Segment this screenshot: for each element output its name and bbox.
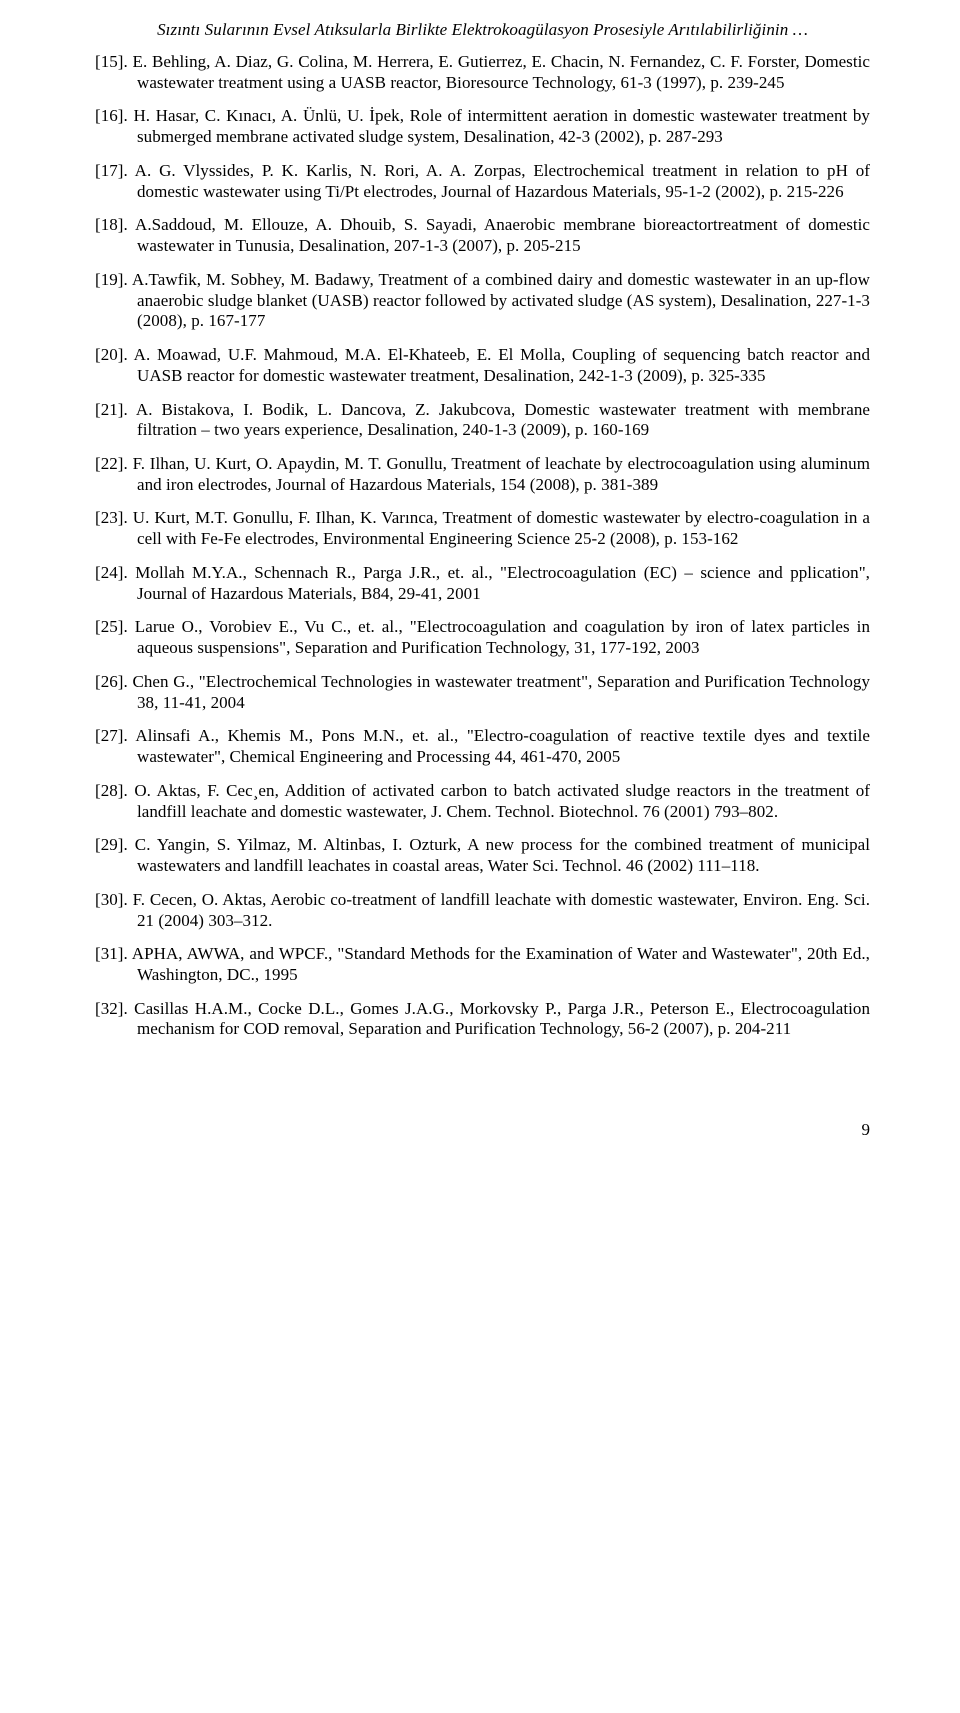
reference-item: [29]. C. Yangin, S. Yilmaz, M. Altinbas,…	[95, 835, 870, 876]
reference-item: [27]. Alinsafi A., Khemis M., Pons M.N.,…	[95, 726, 870, 767]
reference-item: [18]. A.Saddoud, M. Ellouze, A. Dhouib, …	[95, 215, 870, 256]
reference-item: [30]. F. Cecen, O. Aktas, Aerobic co-tre…	[95, 890, 870, 931]
reference-item: [15]. E. Behling, A. Diaz, G. Colina, M.…	[95, 52, 870, 93]
reference-item: [23]. U. Kurt, M.T. Gonullu, F. Ilhan, K…	[95, 508, 870, 549]
reference-item: [21]. A. Bistakova, I. Bodik, L. Dancova…	[95, 400, 870, 441]
page-container: Sızıntı Sularının Evsel Atıksularla Birl…	[0, 0, 960, 1180]
reference-item: [20]. A. Moawad, U.F. Mahmoud, M.A. El-K…	[95, 345, 870, 386]
reference-item: [32]. Casillas H.A.M., Cocke D.L., Gomes…	[95, 999, 870, 1040]
page-number: 9	[95, 1120, 870, 1140]
reference-item: [24]. Mollah M.Y.A., Schennach R., Parga…	[95, 563, 870, 604]
reference-item: [19]. A.Tawfik, M. Sobhey, M. Badawy, Tr…	[95, 270, 870, 332]
reference-item: [16]. H. Hasar, C. Kınacı, A. Ünlü, U. İ…	[95, 106, 870, 147]
reference-item: [26]. Chen G., "Electrochemical Technolo…	[95, 672, 870, 713]
reference-item: [17]. A. G. Vlyssides, P. K. Karlis, N. …	[95, 161, 870, 202]
reference-item: [22]. F. Ilhan, U. Kurt, O. Apaydin, M. …	[95, 454, 870, 495]
reference-item: [31]. APHA, AWWA, and WPCF., "Standard M…	[95, 944, 870, 985]
references-list: [15]. E. Behling, A. Diaz, G. Colina, M.…	[95, 52, 870, 1040]
reference-item: [25]. Larue O., Vorobiev E., Vu C., et. …	[95, 617, 870, 658]
running-title: Sızıntı Sularının Evsel Atıksularla Birl…	[95, 20, 870, 40]
reference-item: [28]. O. Aktas, F. Cec¸en, Addition of a…	[95, 781, 870, 822]
